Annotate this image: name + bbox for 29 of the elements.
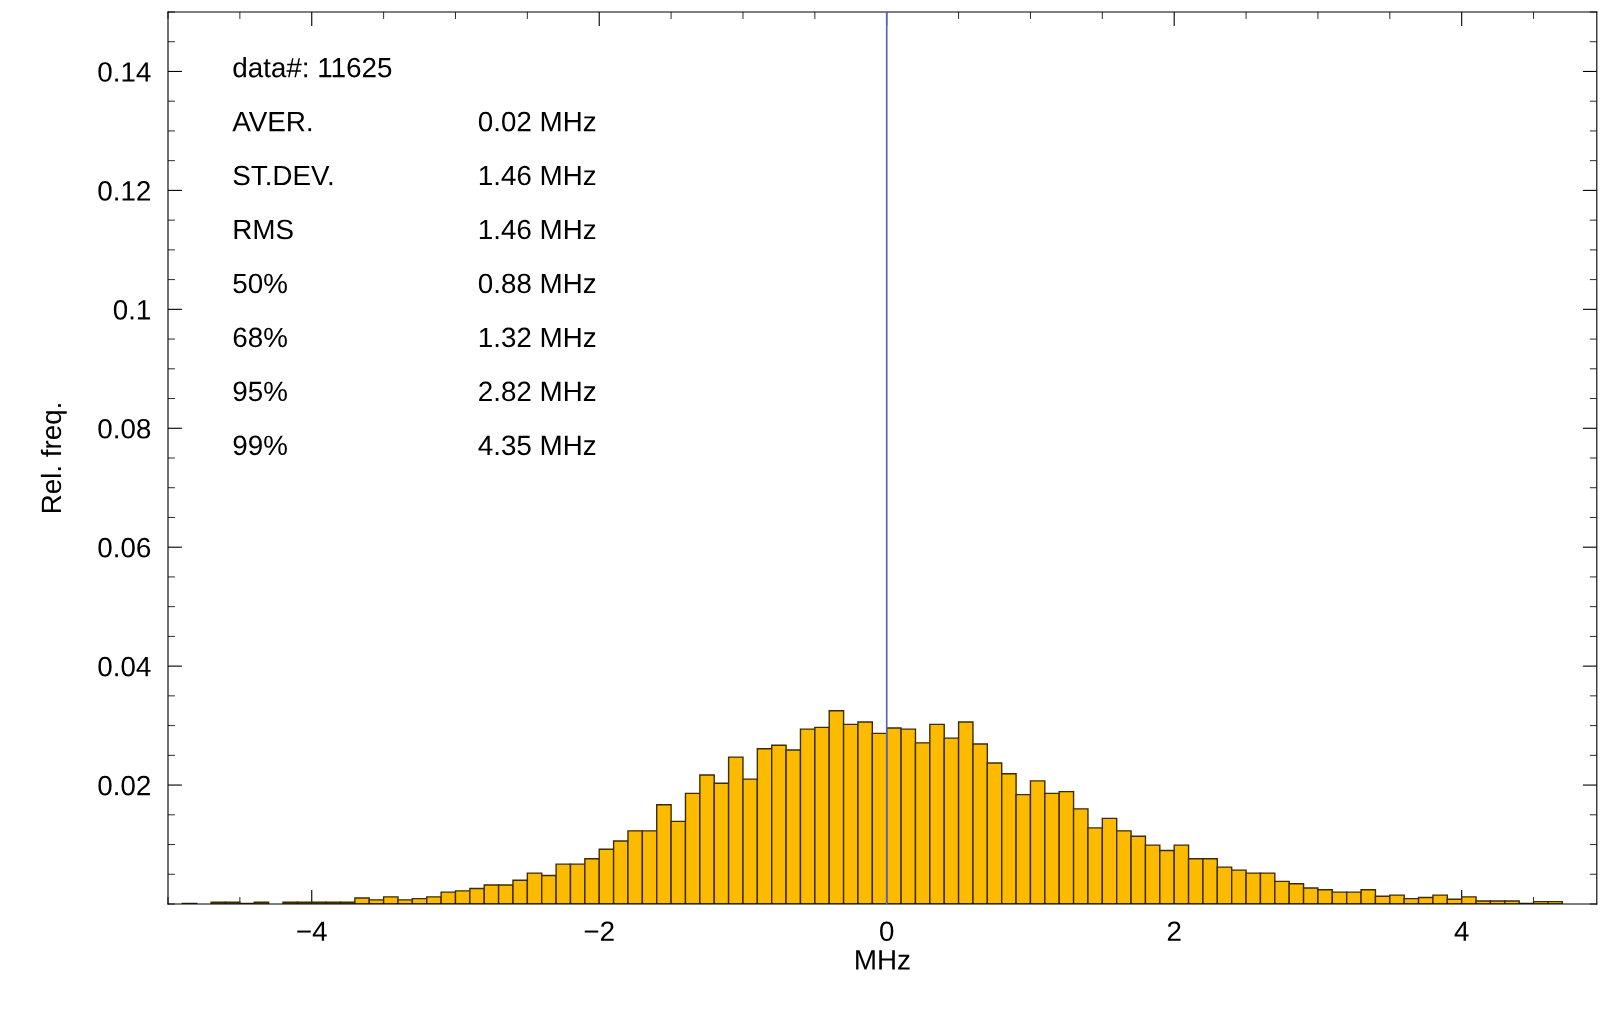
annotation: 95% — [233, 381, 287, 402]
y-tick-label: 0.06 — [98, 537, 151, 558]
annotation: 0.88 MHz — [478, 273, 596, 294]
annotation: 4.35 MHz — [478, 435, 596, 456]
y-tick-label: 0.1 — [113, 300, 150, 320]
annotation: 1.32 MHz — [479, 327, 596, 348]
annotation: ST.DEV. — [233, 165, 333, 186]
annotation: 99% — [233, 435, 287, 456]
x-tick-label: −4 — [297, 921, 327, 941]
annotation: 2.82 MHz — [479, 381, 596, 402]
x-tick-label: 2 — [1167, 921, 1181, 941]
annotation: RMS — [234, 219, 293, 240]
y-tick-label: 0.12 — [98, 181, 150, 201]
x-tick-label: −2 — [584, 921, 614, 941]
annotation: 0.02 MHz — [478, 111, 596, 132]
y-tick-label: 0.08 — [98, 418, 151, 439]
y-axis-title: Rel. freq. — [40, 404, 67, 513]
x-axis-title: MHz — [856, 950, 910, 970]
annotation: 68% — [233, 327, 287, 348]
annotation: 1.46 MHz — [479, 219, 596, 240]
annotation: data#: 11625 — [233, 57, 392, 78]
x-tick-label: 4 — [1454, 921, 1469, 941]
annotation: 50% — [233, 273, 287, 294]
y-tick-label: 0.14 — [98, 62, 151, 82]
annotation: AVER. — [232, 112, 312, 132]
annotation: 1.46 MHz — [479, 165, 596, 186]
y-tick-label: 0.02 — [98, 775, 150, 796]
x-tick-label: 0 — [880, 921, 894, 942]
y-tick-label: 0.04 — [98, 656, 151, 677]
